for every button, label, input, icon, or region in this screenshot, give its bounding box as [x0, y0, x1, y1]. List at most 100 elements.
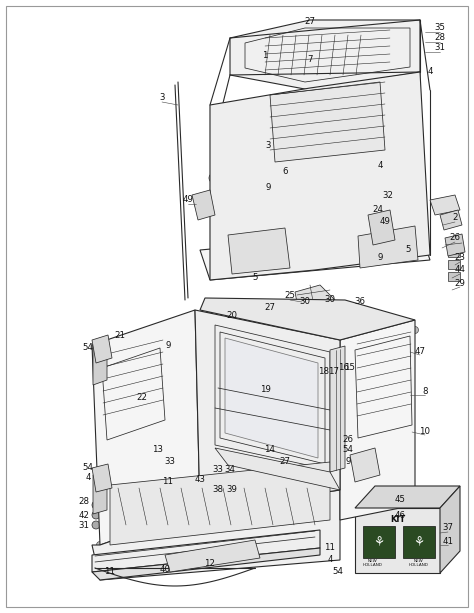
- Text: 44: 44: [455, 265, 465, 275]
- Bar: [403, 526, 435, 558]
- Text: 47: 47: [414, 348, 426, 357]
- Circle shape: [192, 314, 200, 321]
- Bar: [448, 260, 460, 269]
- Circle shape: [350, 202, 360, 212]
- Text: 6: 6: [282, 167, 288, 177]
- Text: 39: 39: [227, 485, 237, 495]
- Circle shape: [410, 203, 420, 213]
- Polygon shape: [165, 540, 260, 572]
- Text: 4: 4: [85, 473, 91, 482]
- Text: 5: 5: [405, 245, 411, 254]
- Text: 37: 37: [443, 524, 454, 533]
- Circle shape: [96, 368, 104, 376]
- Text: ⚘: ⚘: [413, 536, 425, 549]
- Text: 28: 28: [435, 34, 446, 42]
- Text: 33: 33: [212, 465, 224, 474]
- Text: 28: 28: [79, 498, 90, 506]
- Polygon shape: [350, 448, 380, 482]
- Circle shape: [327, 341, 334, 349]
- Bar: [232, 240, 277, 262]
- Text: 11: 11: [325, 544, 336, 552]
- Bar: [448, 272, 460, 281]
- Circle shape: [237, 480, 243, 486]
- Polygon shape: [92, 490, 340, 580]
- Polygon shape: [295, 285, 335, 318]
- Text: 31: 31: [79, 520, 90, 530]
- Text: 27: 27: [304, 18, 316, 26]
- Circle shape: [92, 501, 100, 509]
- Polygon shape: [210, 72, 430, 280]
- Text: 21: 21: [115, 330, 126, 340]
- Text: 16: 16: [338, 364, 349, 373]
- Bar: [250, 244, 256, 252]
- Text: 19: 19: [260, 386, 271, 395]
- Circle shape: [197, 475, 203, 481]
- Circle shape: [209, 173, 219, 183]
- Circle shape: [307, 338, 313, 345]
- Circle shape: [390, 201, 400, 211]
- Circle shape: [310, 170, 320, 180]
- Text: 49: 49: [380, 218, 391, 226]
- Bar: [362, 240, 407, 258]
- Text: 27: 27: [280, 457, 291, 466]
- Circle shape: [92, 511, 100, 519]
- Text: 11: 11: [163, 478, 173, 487]
- Circle shape: [239, 180, 249, 190]
- Text: 46: 46: [394, 511, 405, 519]
- Circle shape: [92, 521, 100, 529]
- Text: 3: 3: [159, 94, 165, 102]
- Polygon shape: [92, 548, 320, 580]
- Text: 26: 26: [343, 435, 354, 444]
- Text: 30: 30: [325, 295, 336, 305]
- Circle shape: [298, 298, 306, 306]
- Text: 4: 4: [427, 67, 433, 77]
- Circle shape: [167, 487, 173, 493]
- Polygon shape: [215, 448, 340, 490]
- Circle shape: [213, 215, 223, 225]
- Text: 13: 13: [153, 446, 164, 454]
- Text: 7: 7: [307, 56, 313, 64]
- Text: 54: 54: [82, 463, 93, 473]
- Circle shape: [327, 466, 334, 473]
- Polygon shape: [368, 210, 395, 245]
- Circle shape: [264, 327, 272, 335]
- Circle shape: [403, 168, 413, 178]
- Polygon shape: [92, 464, 112, 492]
- Bar: [262, 244, 268, 252]
- Circle shape: [337, 341, 344, 349]
- Text: 4: 4: [327, 555, 333, 565]
- Polygon shape: [358, 226, 418, 268]
- Circle shape: [217, 477, 223, 483]
- Circle shape: [225, 319, 231, 326]
- Text: 32: 32: [383, 191, 393, 199]
- Polygon shape: [92, 530, 320, 572]
- Circle shape: [356, 338, 364, 346]
- Text: 9: 9: [377, 254, 383, 262]
- Text: 8: 8: [422, 387, 428, 397]
- Text: 23: 23: [455, 254, 465, 262]
- Polygon shape: [330, 346, 345, 472]
- Text: 33: 33: [164, 457, 175, 466]
- Text: 4: 4: [377, 161, 383, 170]
- Polygon shape: [355, 486, 460, 508]
- Polygon shape: [445, 234, 465, 256]
- Text: 3: 3: [265, 140, 271, 150]
- Polygon shape: [340, 320, 415, 520]
- Circle shape: [97, 541, 103, 549]
- Circle shape: [375, 163, 385, 173]
- Circle shape: [327, 487, 334, 493]
- Text: 30: 30: [300, 297, 310, 306]
- Text: 12: 12: [204, 558, 216, 568]
- Text: 14: 14: [264, 446, 275, 454]
- Polygon shape: [430, 195, 460, 215]
- Text: 26: 26: [449, 234, 461, 243]
- Text: 1: 1: [262, 50, 268, 59]
- Text: 11: 11: [104, 568, 116, 576]
- Polygon shape: [270, 82, 385, 162]
- Polygon shape: [93, 340, 107, 385]
- Circle shape: [316, 294, 324, 302]
- Text: 31: 31: [435, 44, 446, 53]
- Polygon shape: [440, 486, 460, 573]
- Text: 35: 35: [435, 23, 446, 32]
- Circle shape: [340, 165, 350, 175]
